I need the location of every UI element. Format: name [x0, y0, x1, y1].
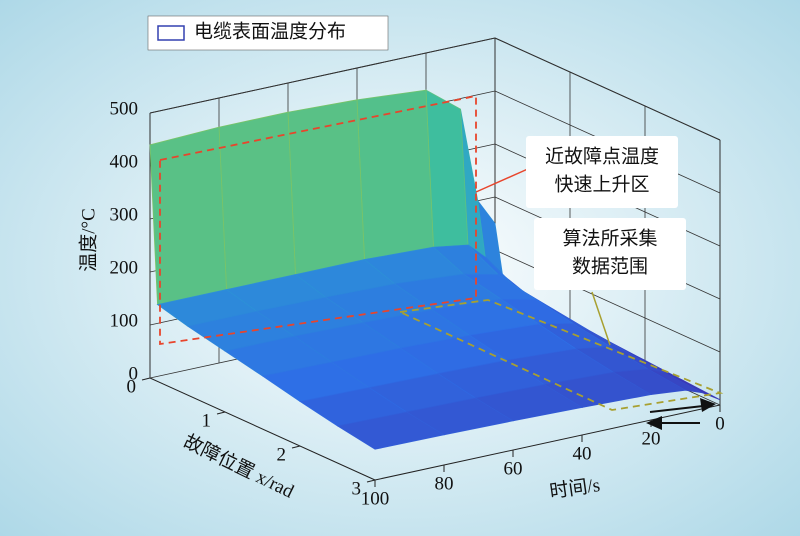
t-tick-label: 100 [361, 488, 390, 509]
annotation-box [534, 218, 686, 290]
legend-swatch [157, 25, 185, 41]
t-tick-label: 60 [504, 458, 523, 479]
grid-line [149, 37, 496, 114]
z-tick-label: 0 [129, 363, 139, 384]
z-tick-label: 300 [110, 204, 139, 225]
x-tick-label: 1 [202, 410, 212, 431]
z-tick-label: 200 [110, 257, 139, 278]
annotation-text: 快速上升区 [554, 173, 649, 195]
t-tick-label: 20 [642, 428, 661, 449]
annotation-text: 近故障点温度 [545, 145, 659, 167]
x-tick-label: 3 [352, 478, 362, 499]
z-tick-label: 400 [110, 151, 139, 172]
legend-label: 电缆表面温度分布 [194, 20, 346, 42]
surface-patch [336, 411, 446, 450]
arrow-head [646, 416, 662, 430]
arrow-head [700, 398, 716, 412]
annotation-box [526, 136, 678, 208]
grid-line [494, 37, 721, 141]
callout-line [475, 167, 531, 193]
z-tick-label: 100 [110, 310, 139, 331]
t-tick-label: 80 [435, 473, 454, 494]
annotation-text: 算法所采集 [562, 227, 657, 249]
surface-patch [218, 111, 296, 291]
surface-patch [356, 89, 434, 261]
t-tick-label: 0 [715, 413, 725, 434]
tick-mark [141, 377, 151, 381]
legend [147, 15, 389, 51]
highlight-region [159, 94, 477, 346]
data-region [396, 299, 724, 411]
t-tick-label: 40 [573, 443, 592, 464]
axis-frame [374, 404, 721, 481]
callout-line [591, 291, 611, 346]
grid-line [494, 249, 721, 353]
tick-mark [366, 479, 376, 483]
tick-mark [291, 445, 301, 449]
annotation-text: 数据范围 [572, 255, 648, 277]
surface [149, 89, 721, 450]
z-axis-label: 温度/°C [77, 208, 99, 272]
x-tick-label: 2 [277, 444, 287, 465]
x-tick-label: 0 [127, 376, 137, 397]
tick-mark [216, 411, 226, 415]
z-tick-label: 500 [110, 98, 139, 119]
axis-frame [149, 377, 376, 481]
